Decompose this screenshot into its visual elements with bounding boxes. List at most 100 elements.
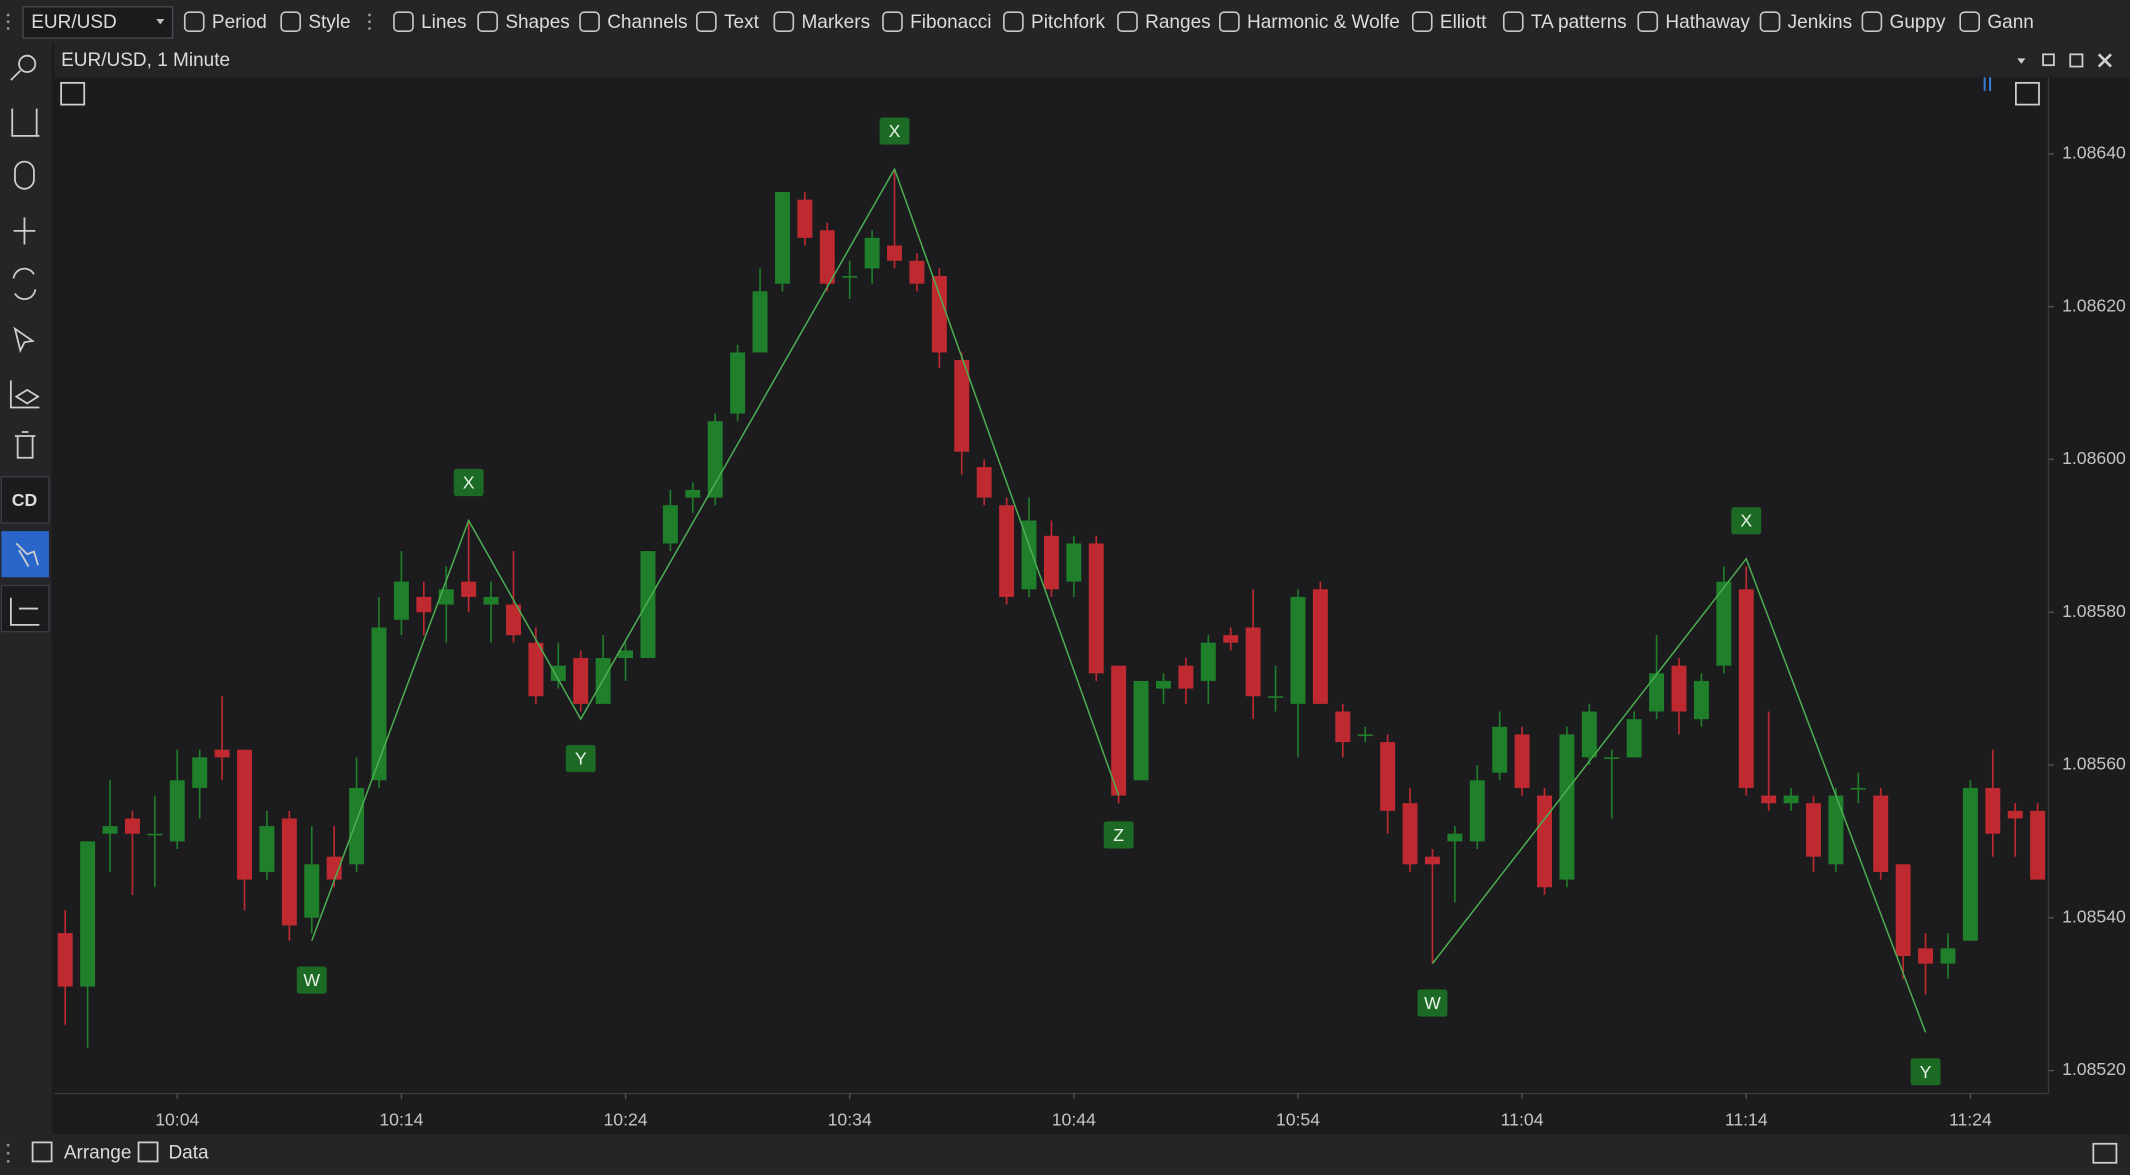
candle-body [662, 505, 678, 544]
candle-body [259, 826, 275, 872]
candle-body [1783, 795, 1799, 804]
footer-data[interactable]: Data [168, 1142, 209, 1163]
candle-body [57, 933, 73, 987]
toolbar-item[interactable]: Gann [1987, 12, 2033, 33]
toolbar-item[interactable]: Lines [421, 12, 466, 33]
grip [6, 13, 371, 30]
toolbar-item[interactable]: Fibonacci [910, 12, 991, 33]
toolbar-icon [393, 11, 414, 33]
toolbar-icon [1502, 11, 1524, 33]
candle-body [1223, 635, 1239, 643]
candle-body [124, 818, 140, 834]
toolbar-item[interactable]: Ranges [1145, 12, 1211, 33]
toolbar-item[interactable]: Hathaway [1665, 12, 1750, 33]
pattern-badge [1731, 507, 1762, 535]
toolbar-icon [477, 11, 498, 33]
toolbar-item[interactable]: Text [724, 12, 760, 33]
candle-body [1828, 795, 1844, 865]
y-tick-label: 1.08600 [2062, 448, 2126, 468]
candle-body [618, 650, 634, 659]
toolbar-item[interactable]: Harmonic & Wolfe [1247, 12, 1400, 33]
candle-body [1492, 726, 1508, 773]
candle-body [147, 833, 163, 836]
sidebar-icons [9, 54, 40, 459]
toolbar-icon [1959, 11, 1981, 33]
candle-body [1066, 543, 1082, 582]
toolbar-item[interactable]: Pitchfork [1031, 12, 1105, 33]
scale-icon [9, 597, 40, 626]
candle-body [976, 467, 992, 498]
panel-toggle-right[interactable] [2015, 81, 2040, 106]
candle-body [1537, 795, 1552, 888]
pattern-label: X [889, 121, 901, 141]
symbol-text[interactable]: EUR/USD [31, 12, 117, 33]
candle-body [416, 596, 432, 613]
chart-title: EUR/USD, 1 Minute [61, 50, 230, 71]
panel-toggle-left[interactable] [60, 81, 86, 106]
candle-body [1693, 680, 1709, 720]
toolbar-icon [1637, 11, 1659, 33]
toolbar-item[interactable]: Guppy [1890, 12, 1946, 33]
toolbar-item[interactable]: Elliott [1440, 12, 1487, 33]
candle-body [685, 489, 701, 498]
candle-body [1716, 581, 1732, 666]
toolbar-item[interactable]: Shapes [505, 12, 569, 33]
x-tick-label: 10:14 [379, 1109, 423, 1129]
candle-body [1021, 520, 1037, 590]
toolbar-icon [1411, 11, 1433, 33]
y-tick-label: 1.08640 [2062, 142, 2126, 162]
toolbar-icon [280, 11, 302, 33]
pattern-badge [565, 744, 596, 773]
touch-mode-button[interactable] [1, 531, 49, 578]
candle-body [1895, 864, 1911, 956]
candle-body [954, 360, 970, 452]
candle-body [2007, 810, 2023, 819]
candle-body [1626, 719, 1642, 758]
toolbar-item[interactable]: Period [212, 12, 267, 33]
candle-body [1424, 856, 1440, 865]
cd-label[interactable]: CD [12, 490, 37, 510]
pattern-label: Y [1920, 1062, 1932, 1082]
toolbar-icon [773, 11, 795, 33]
footer-arrange[interactable]: Arrange [64, 1142, 132, 1163]
candle-body [887, 245, 902, 261]
pattern-line [1431, 557, 1927, 1033]
symbol-select[interactable] [22, 6, 174, 39]
toolbar-item[interactable]: TA patterns [1531, 12, 1627, 33]
candle-body [909, 260, 925, 284]
pattern-badge [1417, 989, 1448, 1017]
y-tick-label: 1.08620 [2062, 295, 2126, 315]
candle-body [1245, 627, 1261, 697]
toolbar-item[interactable]: Style [308, 12, 350, 33]
candle-body [550, 665, 566, 681]
pattern-label: W [1424, 993, 1441, 1013]
candle-body [1178, 665, 1194, 689]
footer-grip [6, 1143, 10, 1163]
cd-button[interactable] [0, 476, 50, 524]
candle-body [483, 596, 499, 605]
pattern-badge [1910, 1058, 1941, 1086]
toolbar-item[interactable]: Channels [607, 12, 687, 33]
candle-body [393, 581, 409, 620]
x-tick-label: 11:24 [1949, 1109, 1992, 1129]
candle-body [1402, 803, 1418, 865]
x-tick-label: 10:04 [155, 1109, 199, 1129]
candle-body [999, 505, 1015, 597]
x-tick-label: 10:24 [603, 1109, 647, 1129]
candle-body [1447, 833, 1463, 842]
candle-body [1043, 535, 1059, 590]
candle-body [1559, 734, 1575, 880]
candle-body [1335, 711, 1351, 743]
toolbar-item[interactable]: Markers [801, 12, 870, 33]
toolbar-item[interactable]: Jenkins [1788, 12, 1852, 33]
toolbar-icon [1003, 11, 1024, 33]
candle-body [80, 841, 96, 987]
pattern-label: Z [1113, 825, 1124, 845]
candle-body [707, 421, 723, 498]
candle-body [1268, 696, 1284, 698]
x-tick-label: 11:04 [1501, 1109, 1544, 1129]
candle-body [1581, 711, 1597, 758]
candle-body [326, 856, 342, 880]
